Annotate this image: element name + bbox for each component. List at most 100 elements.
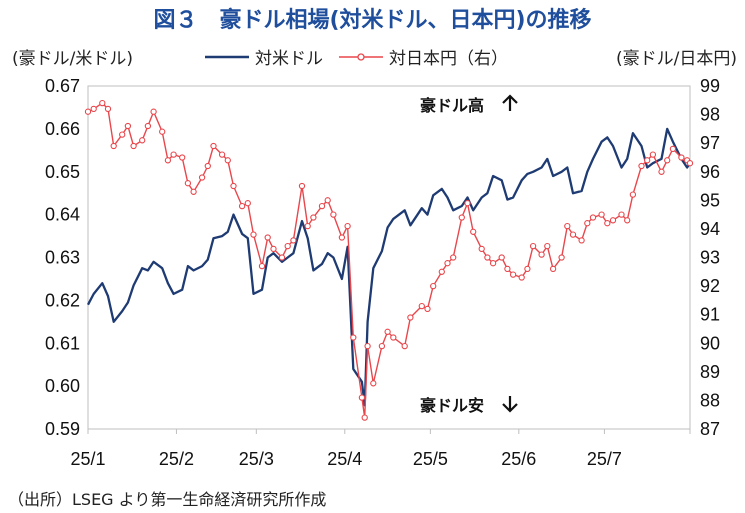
left-tick-label: 0.63 [45, 248, 80, 268]
series-point-jpy [184, 180, 192, 187]
series-point-jpy [364, 342, 371, 350]
right-tick-label: 90 [700, 333, 720, 353]
x-tick-label: 25/3 [239, 449, 274, 469]
series-point-jpy [99, 99, 106, 107]
series-point-jpy [164, 157, 172, 164]
x-tick-label: 25/4 [327, 449, 362, 469]
series-point-jpy [629, 191, 637, 198]
legend-item-usd: 対米ドル [205, 44, 323, 69]
series-line-jpy [87, 102, 691, 419]
chart-title: 図３ 豪ドル相場(対米ドル、日本円)の推移 [153, 8, 592, 33]
series-point-jpy [139, 137, 146, 144]
series-point-jpy [544, 242, 551, 250]
series-point-jpy [444, 260, 451, 267]
series-point-jpy [124, 122, 132, 130]
series-point-jpy [310, 214, 317, 221]
annotation-up: 豪ドル高 [420, 96, 484, 115]
legend-swatch-jpy [339, 52, 383, 61]
series-point-jpy [658, 168, 665, 175]
series-point-jpy [564, 222, 571, 230]
legend-item-jpy: 対日本円（右） [339, 44, 508, 69]
annotation-down: 豪ドル安 [420, 396, 484, 415]
series-point-jpy [330, 211, 337, 218]
right-tick-label: 97 [700, 133, 720, 153]
series-point-jpy [338, 234, 346, 241]
right-tick-label: 89 [700, 362, 720, 382]
series-point-jpy [424, 305, 431, 313]
series-point-jpy [278, 254, 286, 261]
right-tick-label: 88 [700, 390, 720, 410]
series-point-jpy [401, 342, 408, 350]
series-point-jpy [624, 217, 631, 224]
arrow-down-icon [502, 396, 518, 413]
right-tick-label: 95 [700, 190, 720, 210]
series-point-jpy [524, 265, 531, 273]
left-tick-label: 0.67 [45, 76, 80, 96]
series-point-jpy [638, 162, 645, 170]
left-tick-label: 0.62 [45, 290, 80, 310]
series-point-jpy [464, 200, 471, 207]
series-point-jpy [318, 202, 326, 210]
series-point-jpy [179, 154, 186, 161]
series-point-jpy [558, 254, 565, 261]
left-tick-label: 0.60 [45, 376, 80, 396]
series-point-jpy [218, 151, 226, 158]
series-point-jpy [350, 334, 357, 341]
series-point-jpy [438, 268, 445, 275]
series-point-jpy [470, 228, 477, 235]
left-tick-label: 0.61 [45, 333, 80, 353]
series-point-jpy [407, 314, 414, 321]
legend: 対米ドル 対日本円（右） [205, 44, 524, 69]
series-point-jpy [230, 182, 237, 190]
series-point-jpy [324, 197, 331, 204]
series-point-jpy [578, 237, 585, 244]
series-point-jpy [298, 182, 306, 190]
plot-frame [87, 85, 691, 430]
right-tick-label: 93 [700, 248, 720, 268]
series-point-jpy [110, 142, 117, 150]
series-point-jpy [644, 157, 651, 164]
series-point-jpy [104, 105, 112, 113]
series-point-jpy [390, 334, 397, 341]
x-tick-label: 25/7 [587, 449, 622, 469]
series-point-jpy [604, 220, 611, 227]
series-line-usd [86, 127, 691, 407]
series-point-jpy [458, 214, 465, 221]
series-point-jpy [198, 174, 206, 181]
series-point-jpy [450, 254, 457, 261]
series-point-jpy [190, 188, 197, 195]
right-tick-label: 94 [700, 219, 720, 239]
series-point-jpy [518, 274, 525, 281]
series-point-jpy [358, 394, 366, 401]
series-point-jpy [304, 222, 311, 230]
x-tick-label: 25/2 [159, 449, 194, 469]
right-tick-label: 87 [700, 419, 720, 439]
legend-label-jpy: 対日本円（右） [389, 49, 508, 69]
right-tick-label: 92 [700, 276, 720, 296]
series-point-jpy [119, 131, 126, 138]
left-tick-label: 0.65 [45, 162, 80, 182]
series-point-jpy [258, 262, 266, 270]
right-tick-label: 91 [700, 305, 720, 325]
series-point-jpy [361, 414, 368, 421]
right-tick-label: 99 [700, 76, 720, 96]
series-point-jpy [669, 145, 677, 153]
series-point-jpy [430, 282, 437, 290]
left-tick-label: 0.59 [45, 419, 80, 439]
series-point-jpy [584, 220, 591, 227]
legend-label-usd: 対米ドル [255, 49, 323, 69]
series-point-jpy [509, 271, 517, 278]
series-point-jpy [204, 162, 211, 170]
series-point-jpy [244, 200, 251, 207]
source-note: （出所）LSEG より第一生命経済研究所作成 [8, 490, 327, 509]
series-point-jpy [478, 245, 485, 253]
right-tick-label: 98 [700, 105, 720, 125]
series-point-jpy [284, 242, 291, 250]
series-point-jpy [489, 260, 497, 267]
legend-swatch-usd [205, 55, 249, 58]
series-point-jpy [484, 254, 491, 261]
series-point-jpy [504, 265, 511, 273]
series-point-jpy [686, 160, 694, 167]
series-point-jpy [598, 211, 605, 218]
